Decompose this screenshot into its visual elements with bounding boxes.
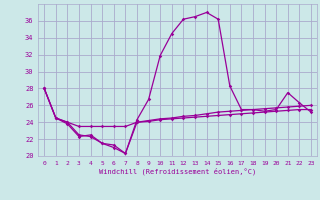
X-axis label: Windchill (Refroidissement éolien,°C): Windchill (Refroidissement éolien,°C): [99, 167, 256, 175]
